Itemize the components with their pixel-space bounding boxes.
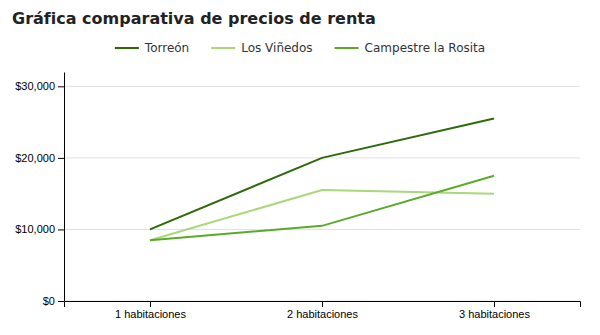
x-tick-label: 1 habitaciones <box>115 308 186 320</box>
x-tick-mark <box>322 301 323 307</box>
grid-line <box>64 229 580 230</box>
y-axis-line <box>64 73 65 302</box>
legend: Torreón Los Viñedos Campestre la Rosita <box>115 41 485 55</box>
legend-label: Campestre la Rosita <box>365 41 486 55</box>
grid <box>64 86 580 301</box>
y-tick-label: $10,000 <box>15 223 55 235</box>
legend-swatch <box>115 47 139 49</box>
legend-item: Los Viñedos <box>211 41 312 55</box>
x-tick-mark <box>150 301 151 307</box>
legend-swatch <box>335 47 359 49</box>
x-tick: 1 habitaciones <box>115 301 186 320</box>
y-tick-label: $30,000 <box>15 80 55 92</box>
legend-label: Los Viñedos <box>241 41 312 55</box>
x-tick: 2 habitaciones <box>287 301 358 320</box>
y-tick: $20,000 <box>15 152 64 164</box>
y-axis: $0 $10,000 $20,000 $30,000 <box>15 73 64 308</box>
grid-line <box>64 86 580 87</box>
plot: 1 habitaciones 2 habitaciones 3 habitacion… <box>15 73 580 320</box>
series-line <box>150 190 494 240</box>
x-axis-line <box>65 302 581 308</box>
series-line <box>150 119 494 230</box>
x-tick-mark <box>494 301 495 307</box>
x-axis: 1 habitaciones 2 habitaciones 3 habitacion… <box>65 301 581 320</box>
y-tick-mark <box>58 158 64 159</box>
y-tick-mark <box>58 86 64 87</box>
y-tick: $30,000 <box>15 80 64 92</box>
legend-swatch <box>211 47 235 49</box>
lines <box>150 119 494 241</box>
x-tick: 3 habitaciones <box>459 301 530 320</box>
y-tick-label: $20,000 <box>15 152 55 164</box>
y-tick-mark <box>58 301 64 302</box>
legend-item: Campestre la Rosita <box>335 41 486 55</box>
x-tick-label: 2 habitaciones <box>287 308 358 320</box>
legend-item: Torreón <box>115 41 189 55</box>
y-tick-mark <box>58 229 64 230</box>
y-tick-label: $0 <box>43 295 55 307</box>
legend-label: Torreón <box>144 41 189 55</box>
y-tick: $0 <box>43 295 64 307</box>
y-tick: $10,000 <box>15 223 64 235</box>
x-tick-label: 3 habitaciones <box>459 308 530 320</box>
series-line <box>150 176 494 240</box>
title: Gráfica comparativa de precios de renta <box>12 9 376 28</box>
chart: Gráfica comparativa de precios de renta 1… <box>0 0 600 335</box>
